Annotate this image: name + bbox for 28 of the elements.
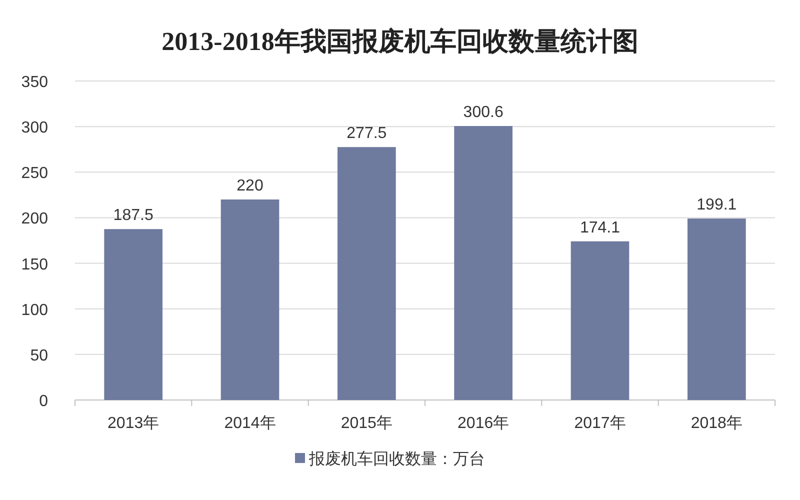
x-tick-label: 2016年 xyxy=(458,415,510,432)
legend-label: 报废机车回收数量：万台 xyxy=(308,450,485,468)
y-tick-label: 300 xyxy=(21,120,48,137)
bar xyxy=(220,199,280,400)
x-tick-label: 2015年 xyxy=(340,415,392,432)
y-tick-label: 50 xyxy=(30,347,48,364)
chart-title: 2013-2018年我国报废机车回收数量统计图 xyxy=(162,27,638,56)
data-label: 300.6 xyxy=(463,104,504,122)
data-label: 174.1 xyxy=(580,219,620,236)
data-label: 277.5 xyxy=(346,125,387,142)
y-tick-label: 350 xyxy=(21,74,48,91)
y-tick-label: 0 xyxy=(39,393,48,410)
data-label: 199.1 xyxy=(696,196,737,214)
data-label: 220 xyxy=(236,177,264,194)
y-tick-label: 150 xyxy=(21,256,48,274)
x-tick-label: 2014年 xyxy=(224,415,276,432)
y-tick-label: 100 xyxy=(21,302,48,319)
y-tick-label: 200 xyxy=(21,210,48,228)
x-tick-label: 2018年 xyxy=(690,415,742,432)
x-tick-label: 2017年 xyxy=(574,415,626,432)
y-tick-label: 250 xyxy=(21,165,48,182)
bar xyxy=(454,126,512,400)
bar xyxy=(104,229,162,400)
bar xyxy=(338,147,396,400)
data-label: 187.5 xyxy=(113,207,154,224)
bar xyxy=(688,218,746,400)
bar xyxy=(570,241,630,400)
x-tick-label: 2013年 xyxy=(108,415,160,432)
